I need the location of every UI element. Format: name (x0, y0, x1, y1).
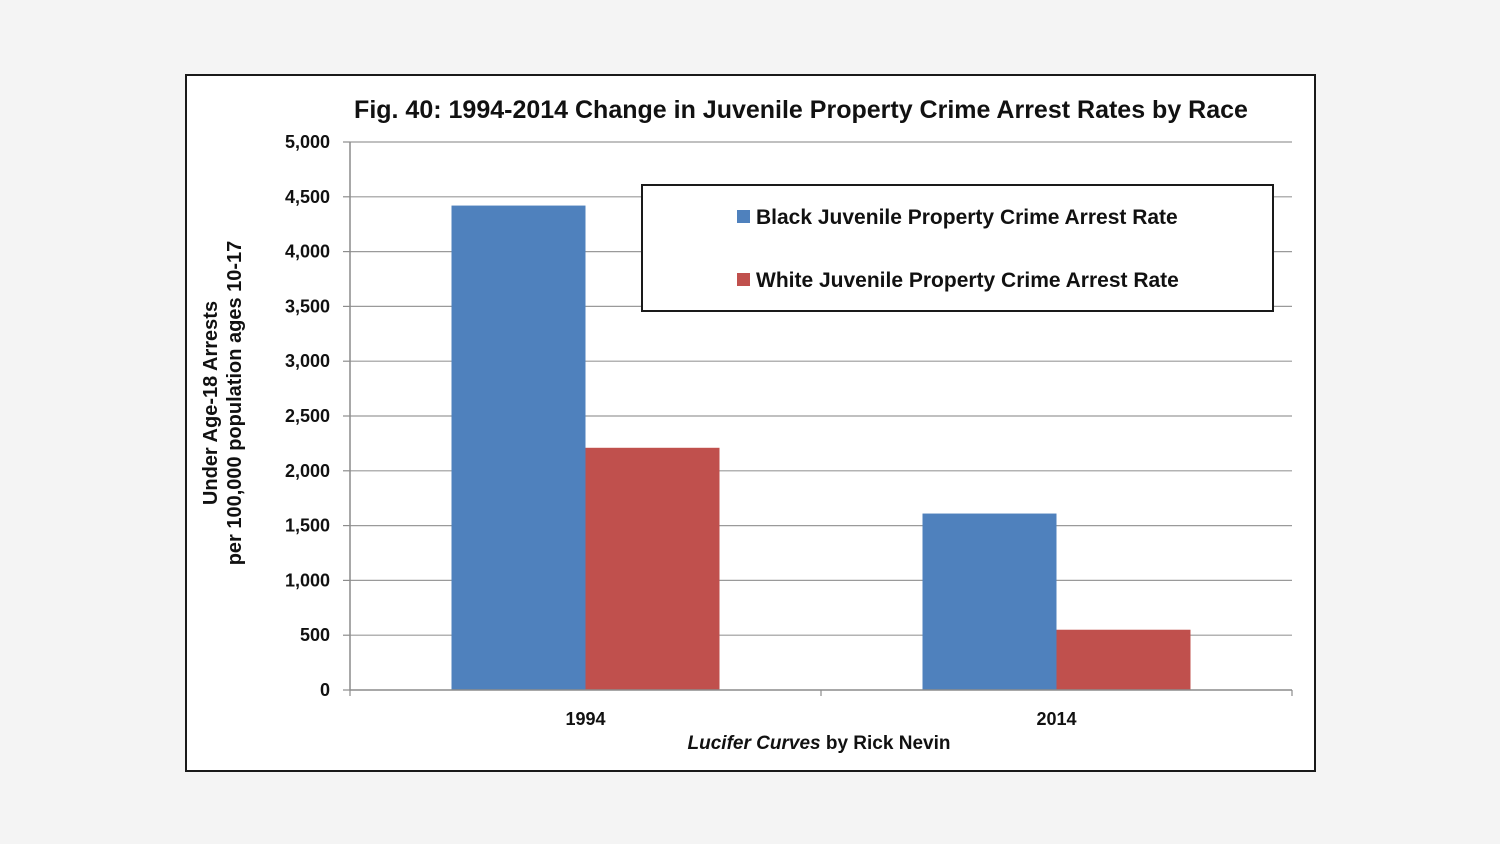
legend-swatch-white (737, 273, 750, 286)
y-tick-label: 500 (300, 625, 330, 645)
y-axis-label-line1: Under Age-18 Arrests (200, 301, 222, 505)
bar-chart: Fig. 40: 1994-2014 Change in Juvenile Pr… (200, 96, 1293, 754)
y-tick-label: 0 (320, 680, 330, 700)
y-tick-label: 1,500 (285, 516, 330, 536)
x-tick-label: 1994 (565, 709, 605, 729)
y-tick-label: 3,500 (285, 296, 330, 316)
bars (451, 205, 1191, 690)
credit-author: by Rick Nevin (821, 733, 951, 754)
y-tick-labels: 0 500 1,000 1,500 2,000 2,500 3,000 3,500 4,000 4… (285, 132, 350, 700)
credit-book-title: Lucifer Curves (688, 733, 821, 754)
category-labels: 1994 2014 (565, 709, 1076, 729)
legend-swatch-black (737, 210, 750, 223)
credit-line: Lucifer Curves by Rick Nevin (688, 733, 951, 754)
y-axis-label-line2: per 100,000 population ages 10-17 (224, 241, 246, 566)
legend-label-black: Black Juvenile Property Crime Arrest Rat… (756, 206, 1178, 229)
legend-label-white: White Juvenile Property Crime Arrest Rat… (756, 269, 1179, 292)
legend: Black Juvenile Property Crime Arrest Rat… (641, 184, 1274, 312)
legend-box (641, 184, 1274, 312)
chart-frame: Fig. 40: 1994-2014 Change in Juvenile Pr… (185, 74, 1316, 772)
y-tick-label: 2,500 (285, 406, 330, 426)
bar-black-1994 (451, 205, 586, 690)
y-tick-label: 3,000 (285, 351, 330, 371)
y-axis-title: Under Age-18 Arrests per 100,000 populat… (200, 241, 246, 566)
y-tick-label: 5,000 (285, 132, 330, 152)
bar-white-1994 (585, 447, 720, 690)
y-tick-label: 2,000 (285, 461, 330, 481)
bar-black-2014 (922, 513, 1057, 690)
x-tick-label: 2014 (1036, 709, 1076, 729)
chart-title: Fig. 40: 1994-2014 Change in Juvenile Pr… (354, 96, 1248, 124)
x-axis-ticks (349, 690, 1293, 696)
bar-white-2014 (1056, 629, 1191, 690)
y-tick-label: 1,000 (285, 570, 330, 590)
y-tick-label: 4,500 (285, 187, 330, 207)
y-tick-label: 4,000 (285, 242, 330, 262)
